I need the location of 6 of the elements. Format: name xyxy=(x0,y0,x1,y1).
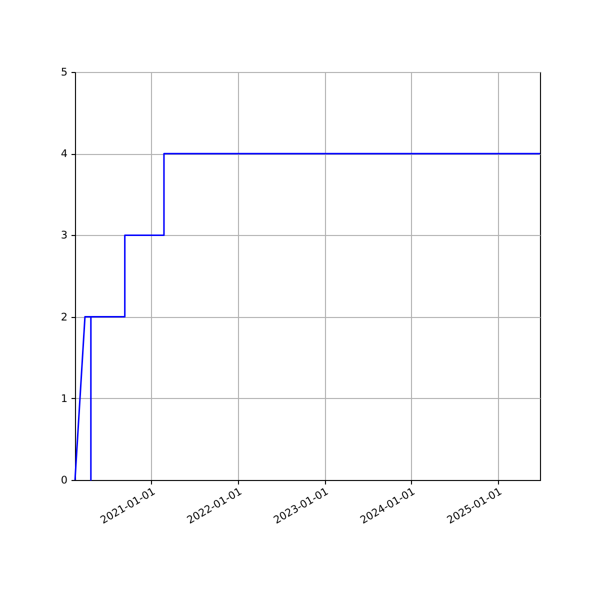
y-tick-label: 4 xyxy=(60,148,68,160)
y-tick-label: 3 xyxy=(60,230,68,242)
y-tick-label: 0 xyxy=(60,474,68,486)
y-tick-label: 2 xyxy=(60,311,68,324)
y-tick-label: 5 xyxy=(60,66,68,78)
y-tick-label: 1 xyxy=(60,392,68,405)
